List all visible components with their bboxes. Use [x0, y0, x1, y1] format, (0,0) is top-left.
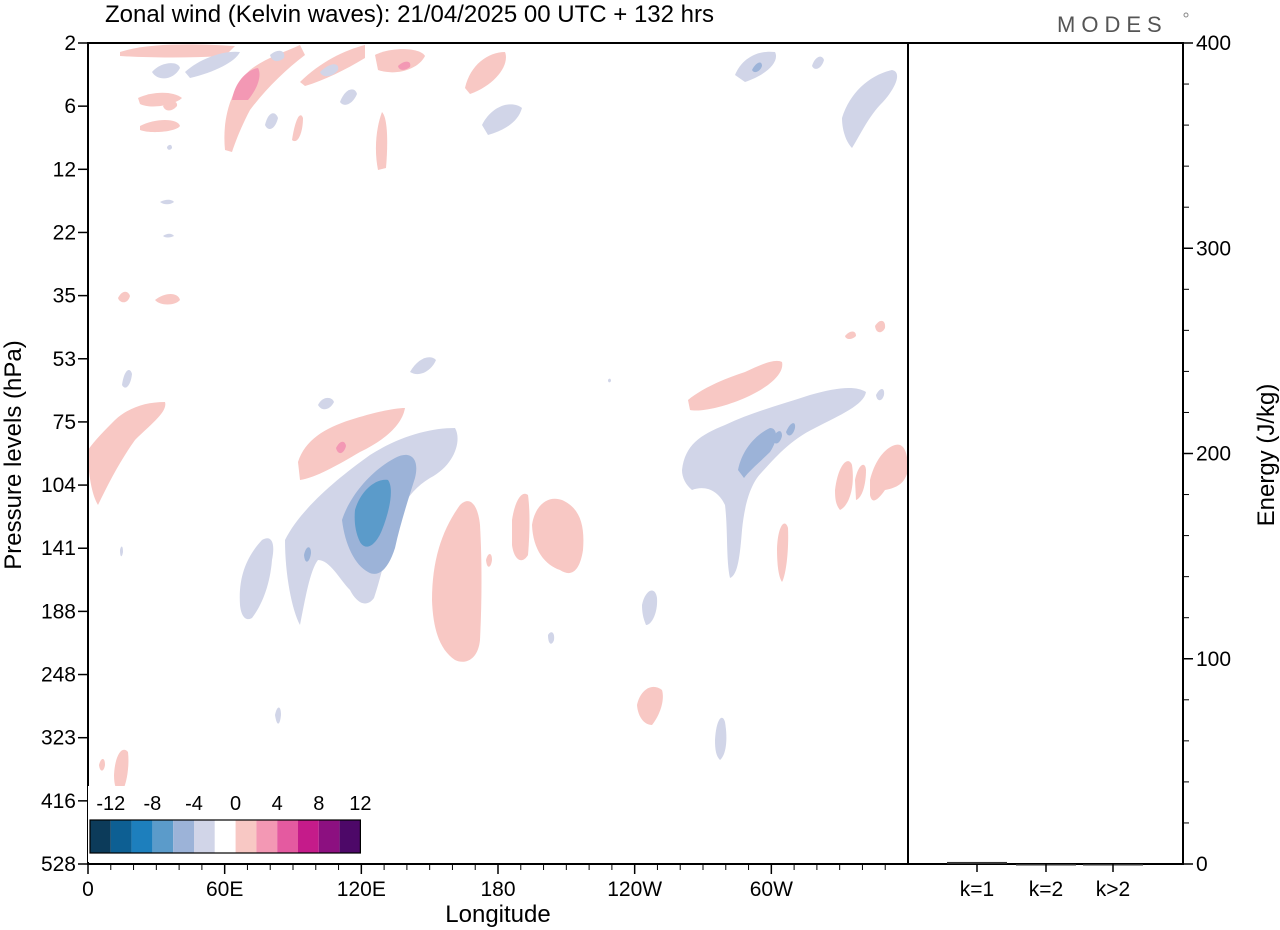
colorbar-cell: [256, 820, 278, 853]
y-tick-label: 323: [41, 727, 76, 750]
heatmap-panel: 0 60E 120E 180 120W 60W 2 6 12 22 35 53 75 104 141 188…: [0, 32, 909, 928]
energy-category-label: k=1: [960, 878, 994, 901]
colorbar-border: [89, 819, 361, 854]
wind-anomaly-field: [88, 44, 908, 795]
energy-y-tick-label: 400: [1196, 32, 1231, 55]
brand-mark: [1183, 12, 1189, 18]
y-tick-label: 188: [41, 600, 76, 623]
y-tick-label: 35: [53, 285, 76, 308]
colorbar-cell: [110, 820, 132, 853]
x-axis-label: Longitude: [445, 901, 550, 928]
heatmap-frame: [87, 42, 909, 865]
colorbar-cell: [277, 820, 298, 853]
colorbar-labels: -12 -8 -4 0 4 8 12: [96, 793, 371, 815]
y-tick-label: 141: [41, 537, 76, 560]
colorbar-cell: [173, 820, 194, 853]
y-axis-pressure: 2 6 12 22 35 53 75 104 141 188 248 323 416 528: [41, 32, 88, 876]
colorbar-label: 12: [349, 793, 371, 815]
y-tick-label: 6: [64, 95, 76, 118]
y-tick-label: 416: [41, 790, 76, 813]
colorbar-label: -4: [185, 793, 203, 815]
energy-x-axis: k=1 k=2 k>2: [960, 864, 1130, 901]
colorbar-cell: [131, 820, 153, 853]
energy-y-tick-label: 300: [1196, 237, 1231, 260]
x-tick-label: 180: [480, 878, 515, 901]
energy-y-tick-label: 200: [1196, 443, 1231, 466]
colorbar-cell: [318, 820, 340, 853]
y-axis-label: Pressure levels (hPa): [0, 340, 27, 569]
colorbar-cell: [298, 820, 319, 853]
energy-axis-label: Energy (J/kg): [1253, 384, 1280, 527]
colorbar-legend: -12 -8 -4 0 4 8 12: [88, 786, 388, 862]
colorbar-cell: [152, 820, 174, 853]
colorbar-label: 4: [272, 793, 283, 815]
colorbar-cell: [235, 820, 257, 853]
brand-logo: MODES: [1057, 12, 1168, 37]
colorbar-label: -8: [144, 793, 162, 815]
energy-y-tick-label: 100: [1196, 648, 1231, 671]
x-tick-label: 60W: [750, 878, 793, 901]
y-tick-label: 104: [41, 474, 76, 497]
energy-y-axis: 0 100 200 300 400: [1183, 32, 1231, 876]
colorbar-cell: [339, 820, 361, 853]
colorbar-label: 0: [230, 793, 241, 815]
colorbar-cell: [90, 820, 111, 853]
chart-title: Zonal wind (Kelvin waves): 21/04/2025 00…: [105, 1, 714, 28]
energy-bar: [947, 861, 1007, 864]
x-tick-label: 60E: [206, 878, 243, 901]
x-tick-label: 120W: [607, 878, 662, 901]
energy-y-tick-label: 0: [1196, 853, 1208, 876]
colorbar-cell: [214, 820, 236, 853]
energy-panel: k=1 k=2 k>2 0 100 200 300 400 Energy (J/kg): [907, 32, 1280, 901]
energy-frame: [907, 42, 1184, 865]
y-tick-label: 2: [64, 32, 76, 55]
x-axis: 0 60E 120E 180 120W 60W: [82, 864, 886, 901]
energy-category-label: k=2: [1029, 878, 1063, 901]
colorbar-cells: [89, 819, 361, 854]
colorbar-label: 8: [313, 793, 324, 815]
x-tick-label: 0: [82, 878, 94, 901]
x-tick-label: 120E: [337, 878, 386, 901]
y-tick-label: 53: [53, 348, 76, 371]
y-tick-label: 528: [41, 853, 76, 876]
colorbar-cell: [194, 820, 215, 853]
y-tick-label: 248: [41, 664, 76, 687]
y-tick-label: 75: [53, 411, 76, 434]
colorbar-label: -12: [96, 793, 125, 815]
y-tick-label: 12: [53, 158, 76, 181]
energy-category-label: k>2: [1096, 878, 1130, 901]
y-tick-label: 22: [53, 221, 76, 244]
